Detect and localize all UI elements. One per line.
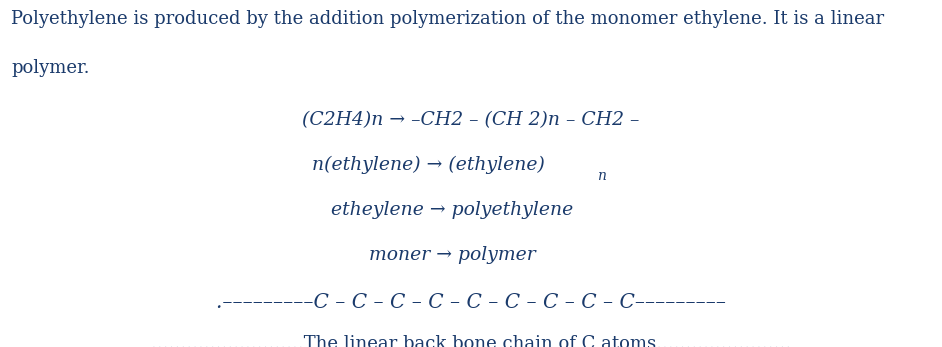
Text: .–––––––––C – C – C – C – C – C – C – C – C–––––––––: .–––––––––C – C – C – C – C – C – C – C … xyxy=(216,293,726,312)
Text: n: n xyxy=(597,169,606,183)
Text: polymer.: polymer. xyxy=(11,59,89,77)
Text: n(ethylene) → (ethylene): n(ethylene) → (ethylene) xyxy=(312,156,545,175)
Text: (C2H4)n → –CH2 – (CH 2)n – CH2 –: (C2H4)n → –CH2 – (CH 2)n – CH2 – xyxy=(302,111,640,129)
Text: ..........................The linear back bone chain of C atoms.................: ..........................The linear bac… xyxy=(151,335,791,347)
Text: Polyethylene is produced by the addition polymerization of the monomer ethylene.: Polyethylene is produced by the addition… xyxy=(11,10,885,28)
Text: etheylene → polyethylene: etheylene → polyethylene xyxy=(331,201,574,219)
Text: moner → polymer: moner → polymer xyxy=(368,246,536,264)
